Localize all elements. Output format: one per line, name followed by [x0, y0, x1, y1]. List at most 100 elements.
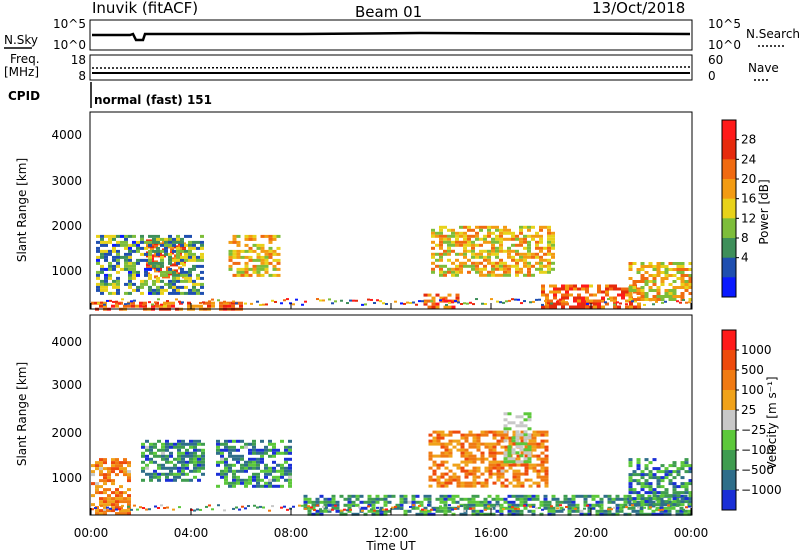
heatmap-cell [431, 296, 436, 300]
heatmap-cell [256, 451, 260, 455]
heatmap-cell [507, 512, 512, 516]
heatmap-cell [104, 285, 108, 289]
heatmap-cell [583, 300, 586, 303]
heatmap-cell [119, 494, 123, 498]
heatmap-cell [164, 282, 168, 286]
heatmap-cell [543, 258, 547, 262]
heatmap-cell [459, 267, 463, 271]
heatmap-cell [541, 508, 544, 511]
heatmap-cell [165, 445, 169, 449]
heatmap-cell [168, 285, 172, 289]
heatmap-cell [136, 240, 140, 244]
heatmap-cell [644, 479, 649, 483]
heatmap-cell [668, 473, 673, 477]
heatmap-cell [157, 298, 160, 301]
heatmap-cell [418, 504, 421, 507]
heatmap-cell [112, 285, 116, 289]
heatmap-cell [504, 445, 509, 449]
heatmap-cell [549, 299, 553, 303]
heatmap-cell [585, 287, 589, 291]
heatmap-cell [593, 293, 597, 297]
heatmap-cell [680, 280, 685, 283]
heatmap-cell [280, 466, 284, 470]
heatmap-cell [157, 463, 161, 467]
heatmap-cell [644, 467, 649, 471]
heatmap-cell [672, 295, 677, 298]
heatmap-cell [455, 243, 459, 247]
heatmap-cell [467, 503, 472, 507]
heatmap-cell [515, 252, 519, 256]
heatmap-cell [108, 237, 112, 241]
heatmap-cell [431, 246, 435, 250]
heatmap-cell [503, 231, 507, 235]
heatmap-cell [411, 494, 416, 498]
heatmap-cell [252, 439, 256, 443]
heatmap-cell [232, 475, 236, 479]
heatmap-cell [196, 508, 199, 511]
heatmap-cell [672, 485, 677, 489]
heatmap-cell [683, 512, 688, 516]
heatmap-cell [523, 418, 528, 422]
heatmap-cell [544, 475, 549, 479]
heatmap-cell [628, 286, 633, 289]
heatmap-cell [119, 467, 123, 471]
heatmap-cell [128, 276, 132, 280]
heatmap-cell [621, 290, 625, 294]
heatmap-cell [256, 484, 260, 488]
heatmap-cell [483, 255, 487, 259]
heatmap-cell [472, 466, 477, 470]
heatmap-cell [197, 454, 201, 458]
heatmap-cell [672, 497, 677, 501]
heatmap-cell [192, 246, 196, 250]
heatmap-cell [145, 472, 149, 476]
heatmap-cell [244, 469, 248, 473]
heatmap-cell [264, 255, 269, 259]
heatmap-cell [547, 267, 551, 271]
heatmap-cell [107, 497, 111, 501]
freq-panel [89, 54, 693, 81]
heatmap-cell [103, 491, 107, 495]
heatmap-cell [528, 484, 533, 488]
heatmap-cell [684, 500, 689, 504]
heatmap-cell [379, 512, 384, 516]
heatmap-cell [644, 292, 649, 295]
heatmap-cell [516, 463, 521, 467]
heatmap-cell [587, 506, 592, 510]
x-tick-label: 08:00 [274, 526, 309, 540]
heatmap-cell [627, 494, 632, 498]
heatmap-cell [676, 494, 681, 498]
heatmap-cell [515, 415, 520, 419]
heatmap-cell [96, 288, 100, 292]
heatmap-cell [187, 304, 191, 308]
heatmap-cell [140, 279, 144, 283]
heatmap-cell [171, 304, 175, 308]
heatmap-cell [621, 293, 625, 297]
heatmap-cell [487, 252, 491, 256]
heatmap-cell [587, 512, 592, 516]
heatmap-cell [672, 292, 677, 295]
colorbar-swatch [722, 179, 736, 200]
heatmap-cell [432, 478, 437, 482]
heatmap-cell [227, 304, 231, 308]
nave-label: Nave [748, 61, 779, 75]
heatmap-cell [311, 506, 316, 510]
heatmap-cell [499, 509, 502, 512]
heatmap-cell [436, 439, 441, 443]
velocity-colorbar-label: Velocity [m s⁻¹] [765, 376, 779, 469]
heatmap-cell [475, 270, 479, 274]
heatmap-cell [232, 249, 237, 253]
heatmap-cell [640, 295, 645, 298]
heatmap-cell [220, 442, 224, 446]
heatmap-cell [252, 270, 257, 274]
heatmap-cell [604, 301, 607, 304]
heatmap-cell [94, 302, 97, 305]
heatmap-cell [599, 503, 604, 507]
heatmap-cell [451, 231, 455, 235]
heatmap-cell [284, 472, 288, 476]
heatmap-cell [115, 503, 119, 507]
heatmap-cell [103, 301, 107, 305]
heatmap-cell [177, 451, 181, 455]
heatmap-cell [361, 303, 364, 306]
heatmap-cell [161, 451, 165, 455]
heatmap-cell [232, 445, 236, 449]
